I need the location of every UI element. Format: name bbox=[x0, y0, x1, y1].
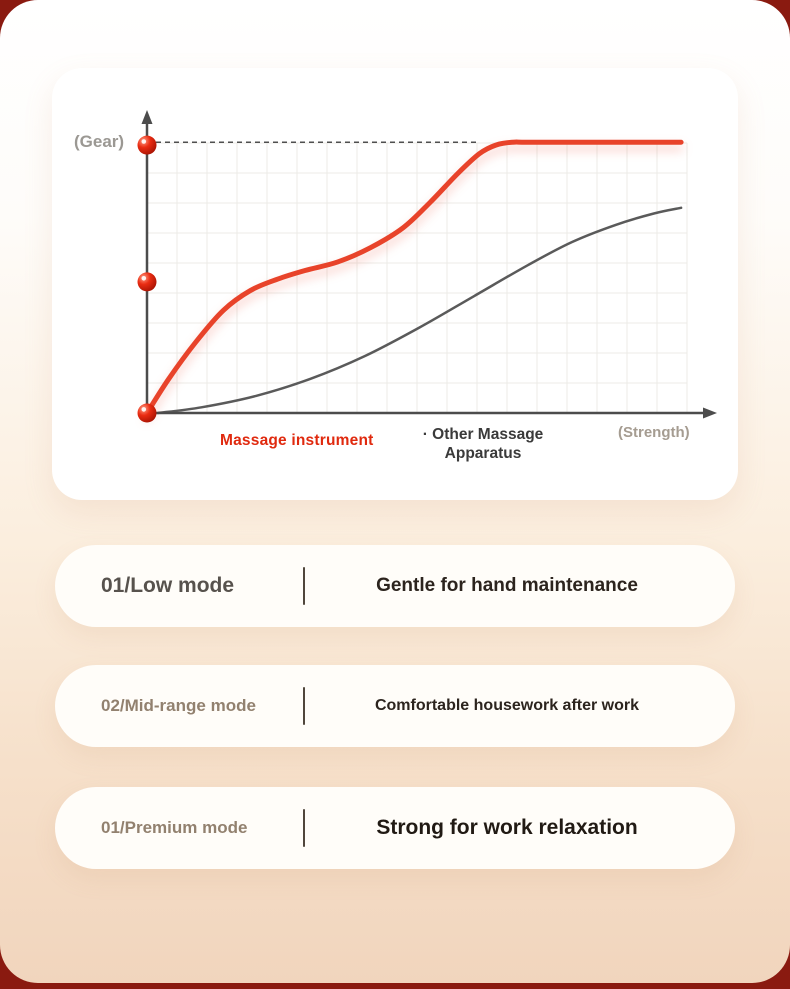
gear-strength-chart bbox=[137, 110, 717, 423]
mode-card-title: 01/Low mode bbox=[101, 574, 235, 597]
mode-card-divider bbox=[303, 687, 305, 725]
x-axis-arrow-icon bbox=[703, 407, 717, 419]
legend-massage-instrument: Massage instrument bbox=[220, 432, 374, 449]
mode-card-title: 01/Premium mode bbox=[101, 818, 248, 837]
chart-card: (Gear) (Strength) Massage instrument · O… bbox=[52, 68, 738, 500]
mode-card-low: 01/Low mode Gentle for hand maintenance bbox=[55, 545, 735, 627]
mode-card-premium: 01/Premium mode Strong for work relaxati… bbox=[55, 787, 735, 869]
strength-axis-label: (Strength) bbox=[618, 424, 690, 441]
chart-curves bbox=[144, 139, 684, 416]
mode-card-divider bbox=[303, 809, 305, 847]
legend-other-apparatus: · Other Massage Apparatus bbox=[390, 425, 576, 463]
mode-card-description: Comfortable housework after work bbox=[374, 697, 640, 714]
gear-axis-label: (Gear) bbox=[74, 132, 125, 151]
gear-level-markers bbox=[137, 135, 157, 423]
mode-card-divider bbox=[303, 567, 305, 605]
axes bbox=[138, 110, 717, 419]
grid-lines bbox=[146, 142, 688, 414]
mode-card-description: Strong for work relaxation bbox=[376, 816, 638, 839]
mode-card-title: 02/Mid-range mode bbox=[101, 696, 256, 715]
legend-other-apparatus-line2: Apparatus bbox=[444, 445, 522, 462]
legend-other-apparatus-line1: · Other Massage bbox=[422, 426, 544, 443]
mode-card-mid: 02/Mid-range mode Comfortable housework … bbox=[55, 665, 735, 747]
mode-card-description: Gentle for hand maintenance bbox=[376, 575, 638, 596]
y-axis-arrow-icon bbox=[141, 110, 153, 124]
